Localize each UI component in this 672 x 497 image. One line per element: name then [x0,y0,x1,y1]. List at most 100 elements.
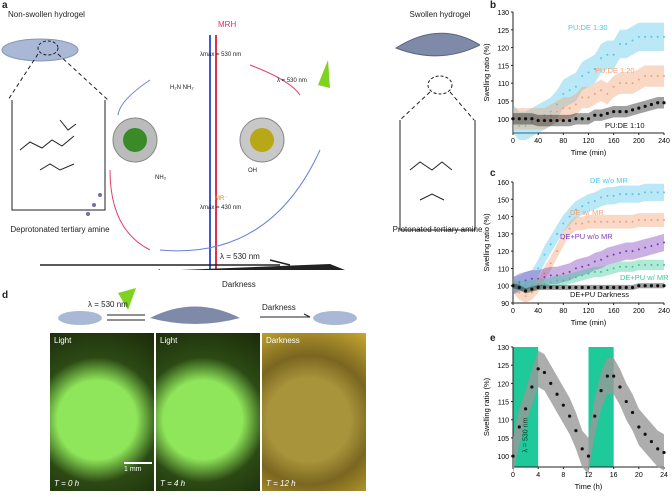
data-point [649,439,654,444]
data-point [637,263,640,266]
data-point [543,272,546,275]
data-point [549,281,552,284]
data-point [518,124,521,127]
series-label: PU:DE 1:10 [605,121,645,130]
y-tick-label: 130 [497,10,509,17]
data-point [543,253,546,256]
data-point [524,124,527,127]
data-point [530,284,533,287]
x-tick-label: 160 [608,308,620,315]
x-tick-label: 240 [658,308,670,315]
x-axis-label: Time (min) [571,148,607,157]
data-point [542,370,547,375]
data-point [586,117,591,121]
light-label: λ = 530 nm [277,78,307,84]
series-label: DE+PU w/ MR [620,273,669,282]
y-axis-label: Swelling ratio (%) [482,377,491,436]
data-point [637,425,641,429]
data-point [542,285,547,290]
series-label: DE w/o MR [590,176,629,185]
y-tick-label: 110 [498,81,509,88]
data-point [556,274,559,277]
data-point [637,248,640,251]
data-point [587,71,590,74]
scale-bar [124,462,152,464]
data-point [587,220,590,223]
data-point [581,96,584,99]
data-point [524,279,527,282]
data-point [568,107,571,110]
data-point [662,450,666,455]
data-point [593,414,597,418]
data-point [606,220,609,223]
x-tick-label: 24 [660,472,668,479]
data-point [518,291,521,294]
y-tick-label: 130 [497,345,509,352]
panel-label-c: c [490,168,496,179]
data-point [631,82,634,85]
data-point [644,75,647,78]
d-darkness-label: Darkness [262,303,296,312]
data-point [517,117,521,121]
data-point [593,67,596,70]
data-point [574,276,577,279]
x-tick-label: 80 [559,308,567,315]
mechanism-diagram [1,32,480,270]
data-point [562,272,565,275]
swollen-title: Swollen hydrogel [409,10,471,19]
data-point [574,267,577,270]
data-point [599,389,603,393]
data-point [587,272,590,275]
data-point [530,117,534,121]
data-point [600,220,603,223]
data-point [624,110,628,114]
right-caption: Protonated tertiary amine [392,225,483,234]
data-point [561,403,565,407]
data-point [561,285,565,290]
data-point [630,285,635,290]
data-point [568,414,572,418]
data-point [650,244,653,247]
non-swollen-disc [1,38,79,62]
data-point [536,285,540,290]
x-tick-label: 0 [511,138,515,145]
data-point [530,287,534,291]
data-point [625,220,628,223]
data-point [605,285,609,290]
x-axis-label: Time (min) [571,318,607,327]
data-point [643,284,647,288]
data-point [663,241,665,244]
data-point [662,101,666,105]
data-point [543,276,546,279]
x-tick-label: 120 [583,308,595,315]
data-point [612,267,615,270]
y-tick-label: 140 [497,215,509,222]
data-point [556,250,559,253]
data-point [644,246,647,249]
y-tick-label: 110 [498,418,509,425]
forward-label: λ = 530 nm [220,252,260,261]
data-point [568,227,571,230]
data-point [631,193,634,196]
data-point [581,274,584,277]
data-point [517,285,521,290]
series-label: DE w/ MR [570,208,604,217]
data-point [562,107,565,110]
data-point [593,92,596,95]
data-point [586,285,591,290]
data-point [637,35,640,38]
y-tick-label: 130 [497,232,509,239]
data-point [524,284,527,287]
data-point [618,193,621,196]
data-point [644,219,647,222]
series-label: DE+PU w/o MR [560,232,613,241]
light-wedge-icon [318,60,330,88]
x-tick-label: 16 [610,472,618,479]
data-point [631,220,634,223]
y-tick-label: 120 [497,381,509,388]
data-point [656,219,659,222]
data-point [600,270,603,273]
y-tick-label: 100 [497,117,509,124]
mr-label: MR⁻ [215,196,228,202]
data-point [649,284,654,288]
